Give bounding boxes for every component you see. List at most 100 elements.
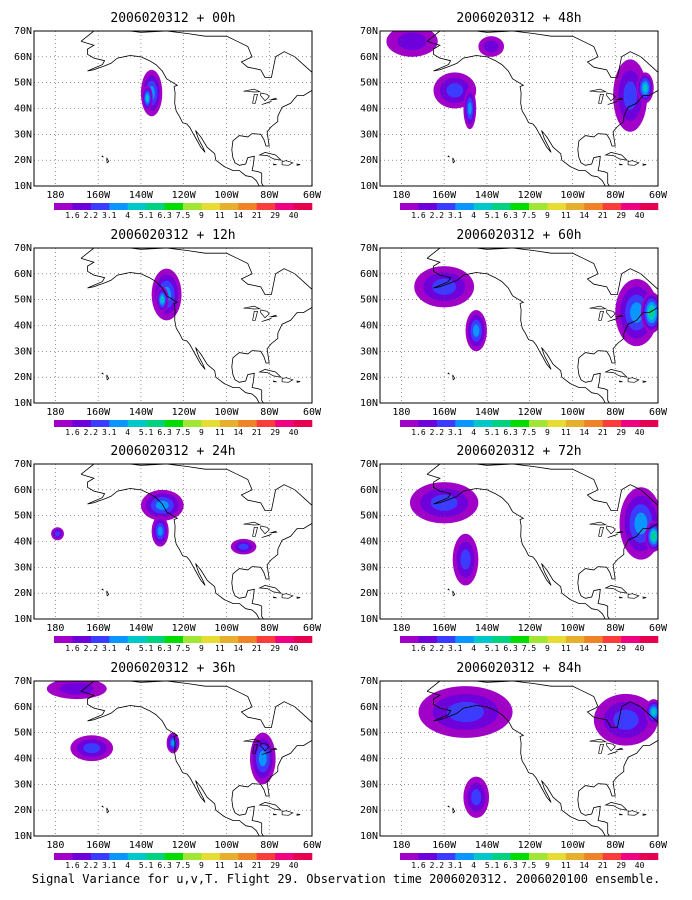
- y-tick-label: 30N: [14, 129, 32, 140]
- colorbar-label: 7.5: [522, 861, 537, 870]
- map-panel: 2006020312 + 84h 180 160W 140W 120W 100W 80W 60…: [360, 661, 668, 870]
- variance-contour: [472, 324, 480, 337]
- coastline: [607, 317, 618, 322]
- coastline: [606, 525, 616, 535]
- coastline: [642, 163, 647, 166]
- x-tick-label: 100W: [560, 840, 585, 851]
- map-panel: 2006020312 + 36h 180 160W 140W 120W 100W 80W 60…: [14, 661, 322, 870]
- map-panel: 2006020312 + 24h 180 160W 140W 120W 100W 80W 60…: [14, 444, 322, 653]
- colorbar-swatch: [72, 636, 92, 643]
- colorbar-swatch: [602, 636, 622, 643]
- y-tick-label: 60N: [14, 52, 32, 63]
- plot-area: [380, 464, 658, 619]
- colorbar-label: 29: [270, 861, 280, 870]
- y-tick-label: 20N: [360, 155, 378, 166]
- colorbar-swatch: [639, 203, 659, 210]
- colorbar-label: 2.2: [430, 428, 445, 437]
- variance-contour: [643, 84, 648, 92]
- map-panel: 2006020312 + 60h 180 160W 140W 120W 100W 80W 60…: [360, 228, 668, 437]
- coastline: [270, 314, 278, 318]
- x-tick-label: 80W: [606, 840, 625, 851]
- coastline: [252, 310, 258, 321]
- colorbar-label: 40: [635, 428, 645, 437]
- y-tick-label: 50N: [14, 728, 32, 739]
- y-tick-label: 40N: [360, 754, 378, 765]
- map-panel: 2006020312 + 48h 180 160W 140W 120W 100W 80W 60…: [360, 11, 668, 220]
- colorbar-swatch: [492, 636, 511, 643]
- colorbar-swatch: [418, 420, 438, 427]
- colorbar-label: 7.5: [176, 861, 191, 870]
- colorbar-label: 29: [616, 211, 626, 220]
- colorbar-label: 3.1: [448, 861, 463, 870]
- coastline: [604, 152, 629, 161]
- colorbar-swatch: [293, 203, 313, 210]
- colorbar-swatch: [183, 203, 202, 210]
- colorbar-swatch: [529, 203, 548, 210]
- plot-area: [34, 464, 312, 619]
- coastline: [80, 464, 312, 619]
- x-tick-label: 60W: [303, 407, 322, 418]
- x-tick-label: 120W: [518, 840, 543, 851]
- colorbar-label: 2.2: [430, 644, 445, 653]
- y-tick-label: 70N: [360, 459, 378, 470]
- panel-title: 2006020312 + 60h: [456, 228, 581, 243]
- x-tick-label: 60W: [649, 623, 668, 634]
- coastline: [261, 100, 272, 105]
- plot-frame: [33, 680, 313, 837]
- colorbar-swatch: [584, 636, 604, 643]
- plot-area: [34, 31, 312, 186]
- y-tick-label: 30N: [360, 562, 378, 573]
- colorbar-swatch: [256, 420, 276, 427]
- y-tick-label: 50N: [360, 295, 378, 306]
- x-tick-label: 100W: [214, 623, 239, 634]
- colorbar-swatch: [602, 853, 622, 860]
- colorbar-label: 7.5: [522, 428, 537, 437]
- colorbar-label: 11: [215, 428, 225, 437]
- coastline: [627, 377, 640, 383]
- y-tick-label: 50N: [360, 511, 378, 522]
- colorbar-label: 2.2: [84, 211, 99, 220]
- colorbar-swatch: [109, 203, 129, 210]
- colorbar-swatch: [529, 853, 548, 860]
- colorbar-label: 3.1: [102, 644, 117, 653]
- colorbar-swatch: [510, 420, 530, 427]
- colorbar-swatch: [547, 203, 567, 210]
- colorbar-label: 1.6: [411, 861, 426, 870]
- colorbar-swatch: [256, 203, 276, 210]
- colorbar-swatch: [529, 420, 548, 427]
- plot-frame: [379, 247, 659, 404]
- colorbar-label: 29: [616, 428, 626, 437]
- coastline: [296, 596, 301, 599]
- x-tick-label: 140W: [129, 190, 154, 201]
- coastline: [598, 93, 604, 104]
- colorbar-swatch: [219, 420, 239, 427]
- colorbar-swatch: [418, 853, 438, 860]
- y-tick-label: 10N: [14, 398, 32, 409]
- colorbar-swatch: [201, 203, 221, 210]
- x-tick-label: 80W: [260, 840, 279, 851]
- coastline: [607, 750, 618, 755]
- colorbar-swatch: [492, 203, 511, 210]
- plot-area: [34, 248, 312, 403]
- x-tick-label: 140W: [475, 407, 500, 418]
- coastline: [101, 805, 105, 808]
- colorbar-swatch: [436, 853, 456, 860]
- colorbar-swatch: [54, 420, 73, 427]
- colorbar-label: 4: [125, 861, 130, 870]
- x-tick-label: 160W: [432, 190, 457, 201]
- colorbar-label: 4: [471, 861, 476, 870]
- x-tick-label: 180: [392, 407, 410, 418]
- colorbar-swatch: [418, 636, 438, 643]
- colorbar-label: 14: [579, 861, 589, 870]
- coastline: [607, 533, 618, 538]
- coastline: [619, 380, 623, 383]
- colorbar-swatch: [72, 420, 92, 427]
- variance-contour: [630, 302, 644, 323]
- coastline: [101, 372, 105, 375]
- x-tick-label: 140W: [475, 623, 500, 634]
- colorbar-swatch: [510, 203, 530, 210]
- y-tick-label: 30N: [360, 779, 378, 790]
- x-tick-label: 180: [46, 407, 64, 418]
- x-tick-label: 80W: [260, 190, 279, 201]
- colorbar-swatch: [90, 420, 110, 427]
